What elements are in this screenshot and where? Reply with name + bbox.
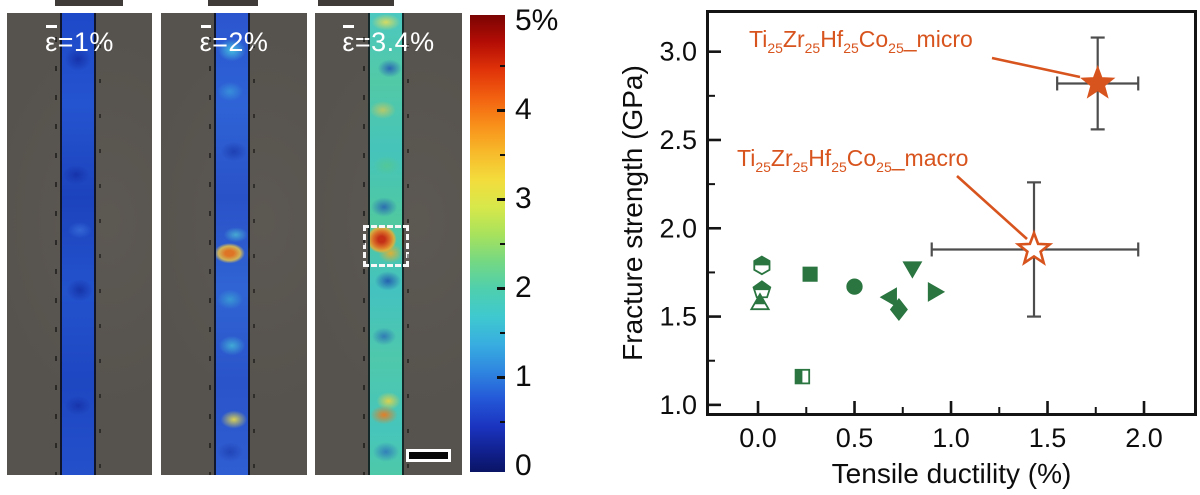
colorbar-major-tick — [497, 375, 505, 379]
annotation-text: Zr — [782, 26, 805, 52]
data-point-triangle-up — [749, 292, 771, 311]
colorbar-tick-label: 5% — [515, 4, 559, 37]
dic-image-strain-3p4pct: ε=3.4% — [315, 13, 462, 475]
data-point-square — [802, 266, 818, 282]
strain-map-strip-1 — [60, 13, 96, 475]
colorbar-major-tick — [497, 108, 505, 112]
annotation-text: micro — [916, 26, 973, 52]
colorbar-major-tick — [497, 286, 505, 290]
cropped-edge-artifact — [55, 0, 123, 6]
epsilon-overbar-symbol: ε — [342, 25, 355, 57]
colorbar-tick-label: 2 — [515, 271, 532, 304]
colorbar-minor-tick — [500, 154, 505, 156]
plot-area: 0.0 0.5 1.0 1.5 2.0 1.0 1.5 2.0 2.5 3.0 Ti25Zr25H… — [659, 10, 1197, 453]
data-point-diamond — [889, 298, 908, 321]
y-tick-label: 2.0 — [659, 213, 697, 243]
data-point-triangle-right — [927, 281, 946, 302]
annotation-leader-line — [956, 175, 1028, 240]
strain-label-3: ε=3.4% — [315, 25, 462, 58]
y-tick-label: 1.0 — [659, 390, 697, 420]
dic-image-strain-1pct: ε=1% — [7, 13, 152, 475]
x-tick-label: 0.0 — [739, 423, 777, 453]
strain-value: =1% — [57, 27, 114, 57]
annotation-text: Hf — [820, 26, 844, 52]
plot-svg: 0.0 0.5 1.0 1.5 2.0 1.0 1.5 2.0 2.5 3.0 — [659, 36, 1163, 453]
strain-map-strip-3 — [368, 13, 404, 475]
annotation-subscript: 25 — [888, 40, 904, 56]
strain-value: =2% — [212, 27, 269, 57]
annotation-text: Hf — [808, 145, 832, 171]
data-point-square — [794, 368, 811, 385]
x-tick-label: 1.0 — [932, 423, 970, 453]
annotation-text: macro — [904, 145, 969, 171]
y-tick-label: 2.5 — [659, 125, 697, 155]
annotation-subscript: 25 — [843, 40, 859, 56]
annotation-subscript: 25 — [755, 159, 771, 175]
colorbar-minor-tick — [500, 332, 505, 334]
epsilon-overbar-symbol: ε — [199, 25, 213, 57]
colorbar-major-tick — [497, 197, 505, 201]
strain-label-2: ε=2% — [161, 25, 307, 58]
x-tick-label: 2.0 — [1125, 423, 1163, 453]
colorbar-tick-label: 1 — [515, 360, 532, 393]
x-tick-label: 0.5 — [836, 423, 874, 453]
data-point-triangle-down — [902, 261, 923, 279]
colorbar-tick-label: 0 — [515, 449, 532, 482]
annotation-text: Ti — [749, 26, 768, 52]
y-tick-label: 3.0 — [659, 37, 697, 67]
epsilon-overbar-symbol: ε — [45, 25, 58, 57]
annotation-text: Zr — [770, 145, 793, 171]
strain-label-1: ε=1% — [7, 25, 152, 58]
colorbar-tick-label: 4 — [515, 93, 532, 126]
colorbar: 5% 4 3 2 1 0 — [470, 5, 580, 485]
data-point-hexagon — [753, 255, 771, 276]
colorbar-minor-tick — [500, 243, 505, 245]
data-point-circle — [846, 278, 863, 295]
annotation-text: _ — [891, 145, 905, 171]
annotation-subscript: 25 — [876, 159, 892, 175]
annotation-subscript: 25 — [804, 40, 821, 56]
y-axis-title: Fracture strength (GPa) — [617, 65, 648, 361]
colorbar-gradient — [470, 15, 505, 472]
annotation-subscript: 25 — [831, 159, 847, 175]
annotation-label-macro: Ti25Zr25Hf25Co25_macro — [737, 145, 969, 175]
data-point-star — [1079, 64, 1116, 99]
strain-value: =3.4% — [354, 27, 435, 57]
strain-hotspot-box — [363, 225, 409, 267]
data-point-pentagon — [752, 280, 772, 299]
x-axis-title: Tensile ductility (%) — [831, 458, 1072, 489]
annotation-text: _ — [903, 26, 917, 52]
cropped-edge-artifact — [208, 0, 258, 6]
colorbar-tick-label: 3 — [515, 182, 532, 215]
x-tick-label: 1.5 — [1029, 423, 1067, 453]
colorbar-minor-tick — [500, 65, 505, 67]
annotation-subscript: 25 — [792, 159, 809, 175]
annotation-subscript: 25 — [767, 40, 783, 56]
scale-bar — [406, 449, 451, 462]
annotation-text: Co — [846, 145, 877, 171]
data-point-triangle-left — [879, 287, 897, 308]
cropped-edge-artifact — [318, 0, 394, 6]
annotation-text: Ti — [737, 145, 756, 171]
data-point-star — [1014, 229, 1054, 266]
annotation-text: Co — [858, 26, 889, 52]
annotation-leader-line — [991, 56, 1081, 79]
strain-map-strip-2 — [214, 13, 250, 475]
y-tick-label: 1.5 — [659, 302, 697, 332]
colorbar-minor-tick — [500, 421, 505, 423]
dic-image-strain-2pct: ε=2% — [161, 13, 307, 475]
annotation-label-micro: Ti25Zr25Hf25Co25_micro — [749, 26, 973, 56]
